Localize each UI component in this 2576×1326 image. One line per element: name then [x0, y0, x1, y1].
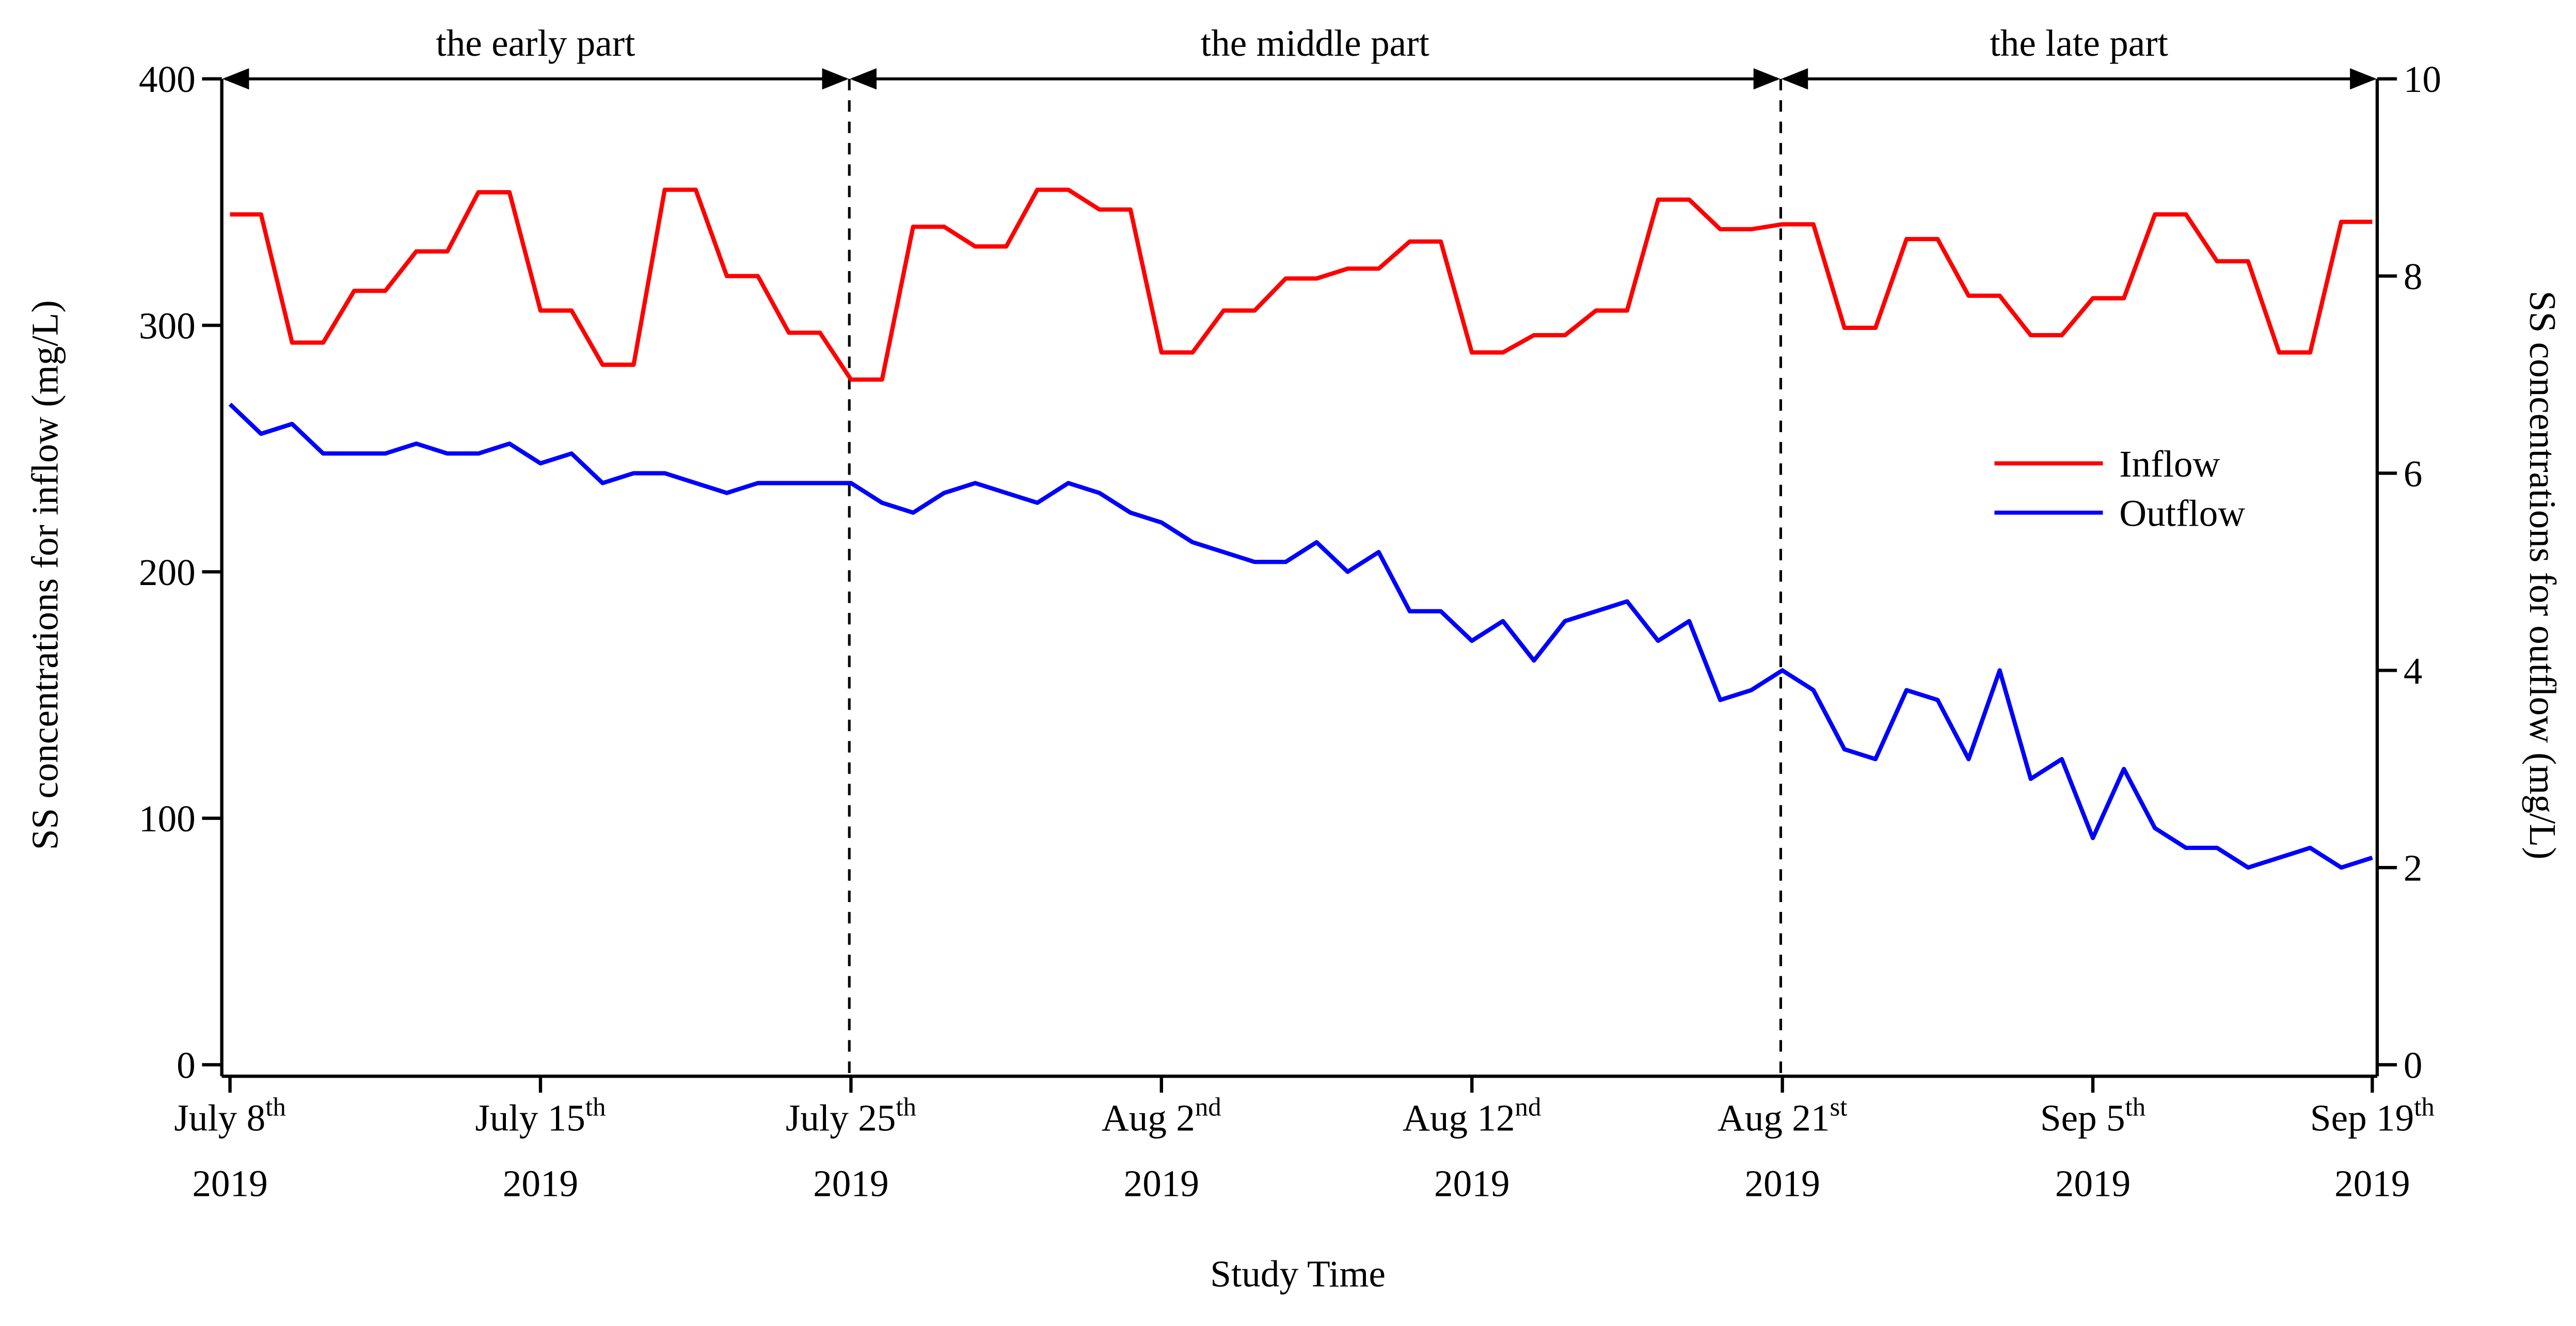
x-tick-date: Aug 21	[1718, 1097, 1830, 1139]
legend: Inflow Outflow	[1994, 443, 2245, 534]
y-tick-label-left: 100	[139, 798, 196, 840]
y-tick-label-right: 6	[2404, 453, 2423, 495]
period-label: the early part	[436, 22, 635, 64]
x-tick-date: Sep 5	[2040, 1097, 2125, 1139]
y-axis-label-right: SS concentrations for outflow (mg/L)	[2522, 291, 2564, 860]
x-tick-label: July 8th	[174, 1093, 286, 1139]
y-tick-label-left: 300	[139, 305, 196, 347]
x-tick-suffix: st	[1830, 1093, 1847, 1122]
x-tick-year: 2019	[1744, 1163, 1820, 1205]
x-tick-suffix: th	[265, 1093, 286, 1122]
period-label: the middle part	[1201, 22, 1429, 64]
legend-label-inflow: Inflow	[2119, 443, 2220, 485]
y-tick-label-right: 2	[2404, 847, 2423, 889]
x-tick-label: Aug 21st	[1718, 1093, 1848, 1139]
series-line-outflow	[228, 402, 2373, 870]
y-axis-label-left: SS concentrations for inflow (mg/L)	[24, 300, 66, 850]
x-tick-date: July 8	[174, 1097, 265, 1139]
x-tick-label: July 25th	[786, 1093, 916, 1139]
x-tick-date: Aug 12	[1403, 1097, 1515, 1139]
x-tick-suffix: nd	[1195, 1093, 1221, 1122]
x-tick-suffix: nd	[1515, 1093, 1541, 1122]
x-tick-label: Sep 5th	[2040, 1093, 2145, 1139]
x-tick-label: July 15th	[475, 1093, 606, 1139]
x-tick-year: 2019	[1124, 1163, 1199, 1205]
x-tick-date: Sep 19	[2310, 1097, 2414, 1139]
x-tick-year: 2019	[192, 1163, 267, 1205]
x-tick-label: Aug 12nd	[1403, 1093, 1541, 1139]
x-tick-label: Aug 2nd	[1102, 1093, 1221, 1139]
x-tick-label: Sep 19th	[2310, 1093, 2435, 1139]
x-axis-label: Study Time	[1210, 1253, 1386, 1295]
x-tick-suffix: th	[585, 1093, 606, 1122]
x-tick-year: 2019	[2055, 1163, 2130, 1205]
x-tick-suffix: th	[2125, 1093, 2146, 1122]
x-tick-year: 2019	[813, 1163, 888, 1205]
y-tick-label-left: 0	[177, 1044, 196, 1086]
x-tick-date: Aug 2	[1102, 1097, 1195, 1139]
series-line-inflow	[230, 187, 2373, 382]
x-tick-year: 2019	[2334, 1163, 2410, 1205]
y-tick-label-left: 400	[139, 58, 196, 100]
x-tick-date: July 15	[475, 1097, 585, 1139]
y-tick-label-right: 4	[2404, 650, 2423, 692]
x-tick-suffix: th	[2414, 1093, 2435, 1122]
x-tick-year: 2019	[503, 1163, 578, 1205]
series-lines	[228, 187, 2373, 870]
y-tick-label-right: 0	[2404, 1044, 2423, 1086]
x-tick-date: July 25	[786, 1097, 896, 1139]
y-tick-label-right: 10	[2404, 58, 2441, 100]
x-tick-suffix: th	[896, 1093, 916, 1122]
y-tick-label-right: 8	[2404, 256, 2423, 297]
legend-label-outflow: Outflow	[2119, 492, 2245, 534]
period-label: the late part	[1990, 22, 2168, 64]
x-tick-year: 2019	[1434, 1163, 1509, 1205]
y-tick-label-left: 200	[139, 551, 196, 593]
